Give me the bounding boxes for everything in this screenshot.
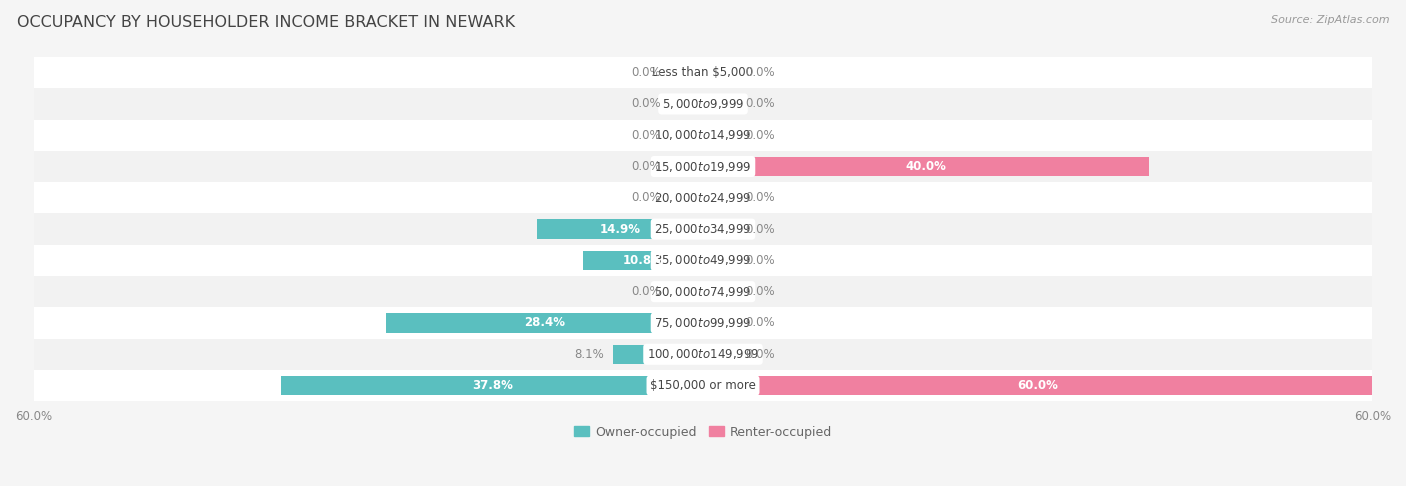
Text: 0.0%: 0.0% <box>745 223 775 236</box>
Bar <box>669 125 703 145</box>
Bar <box>34 182 1372 213</box>
Bar <box>34 245 1372 276</box>
Bar <box>537 219 703 239</box>
Text: 0.0%: 0.0% <box>745 191 775 204</box>
Bar <box>703 313 737 332</box>
Bar <box>669 219 703 239</box>
Bar <box>703 313 737 332</box>
Text: 60.0%: 60.0% <box>1018 379 1059 392</box>
Text: 0.0%: 0.0% <box>631 97 661 110</box>
Bar <box>703 345 737 364</box>
Text: 0.0%: 0.0% <box>745 348 775 361</box>
Bar <box>703 251 737 270</box>
Bar <box>34 151 1372 182</box>
Bar <box>34 57 1372 88</box>
Text: 0.0%: 0.0% <box>745 316 775 330</box>
Bar <box>703 188 737 208</box>
Text: 14.9%: 14.9% <box>599 223 640 236</box>
Bar <box>703 219 737 239</box>
Bar <box>669 63 703 82</box>
Bar <box>703 345 737 364</box>
Bar <box>281 376 703 395</box>
Text: OCCUPANCY BY HOUSEHOLDER INCOME BRACKET IN NEWARK: OCCUPANCY BY HOUSEHOLDER INCOME BRACKET … <box>17 15 515 30</box>
Bar <box>669 94 703 114</box>
Bar <box>34 276 1372 307</box>
Bar <box>703 125 737 145</box>
Bar <box>703 251 737 270</box>
Text: 0.0%: 0.0% <box>631 66 661 79</box>
Bar <box>703 94 737 114</box>
Bar <box>669 157 703 176</box>
Bar <box>669 188 703 208</box>
Text: Less than $5,000: Less than $5,000 <box>652 66 754 79</box>
Bar <box>703 63 737 82</box>
Bar <box>703 63 737 82</box>
Bar <box>669 282 703 301</box>
Bar <box>703 376 1372 395</box>
Bar <box>703 282 737 301</box>
Bar <box>582 251 703 270</box>
Bar <box>669 188 703 208</box>
Bar <box>703 157 737 176</box>
Bar <box>703 94 737 114</box>
Bar <box>669 125 703 145</box>
Bar <box>34 307 1372 339</box>
Text: $35,000 to $49,999: $35,000 to $49,999 <box>654 253 752 267</box>
Bar <box>703 219 737 239</box>
Text: $15,000 to $19,999: $15,000 to $19,999 <box>654 159 752 174</box>
Text: $25,000 to $34,999: $25,000 to $34,999 <box>654 222 752 236</box>
Bar <box>669 376 703 395</box>
Bar <box>669 313 703 332</box>
Bar <box>387 313 703 332</box>
Text: 0.0%: 0.0% <box>631 191 661 204</box>
Bar <box>34 339 1372 370</box>
Text: $5,000 to $9,999: $5,000 to $9,999 <box>662 97 744 111</box>
Text: Source: ZipAtlas.com: Source: ZipAtlas.com <box>1271 15 1389 25</box>
Text: $150,000 or more: $150,000 or more <box>650 379 756 392</box>
Bar <box>703 282 737 301</box>
Text: 0.0%: 0.0% <box>631 160 661 173</box>
Text: 0.0%: 0.0% <box>745 285 775 298</box>
Text: 0.0%: 0.0% <box>745 66 775 79</box>
Bar <box>34 88 1372 120</box>
Text: $10,000 to $14,999: $10,000 to $14,999 <box>654 128 752 142</box>
Text: $50,000 to $74,999: $50,000 to $74,999 <box>654 285 752 299</box>
Text: 8.1%: 8.1% <box>574 348 603 361</box>
Bar <box>613 345 703 364</box>
Text: 10.8%: 10.8% <box>623 254 664 267</box>
Text: $20,000 to $24,999: $20,000 to $24,999 <box>654 191 752 205</box>
Bar <box>34 120 1372 151</box>
Bar <box>669 345 703 364</box>
Bar <box>703 376 737 395</box>
Text: 0.0%: 0.0% <box>745 97 775 110</box>
Bar <box>669 63 703 82</box>
Bar <box>703 125 737 145</box>
Text: 0.0%: 0.0% <box>631 129 661 142</box>
Bar <box>669 157 703 176</box>
Text: 37.8%: 37.8% <box>471 379 513 392</box>
Bar <box>669 251 703 270</box>
Text: 28.4%: 28.4% <box>524 316 565 330</box>
Bar <box>669 94 703 114</box>
Text: 0.0%: 0.0% <box>631 285 661 298</box>
Bar <box>669 282 703 301</box>
Text: 0.0%: 0.0% <box>745 129 775 142</box>
Bar <box>703 188 737 208</box>
Legend: Owner-occupied, Renter-occupied: Owner-occupied, Renter-occupied <box>568 420 838 444</box>
Text: $100,000 to $149,999: $100,000 to $149,999 <box>647 347 759 361</box>
Text: 0.0%: 0.0% <box>745 254 775 267</box>
Text: $75,000 to $99,999: $75,000 to $99,999 <box>654 316 752 330</box>
Bar <box>34 213 1372 245</box>
Text: 40.0%: 40.0% <box>905 160 946 173</box>
Bar <box>34 370 1372 401</box>
Bar <box>703 157 1149 176</box>
